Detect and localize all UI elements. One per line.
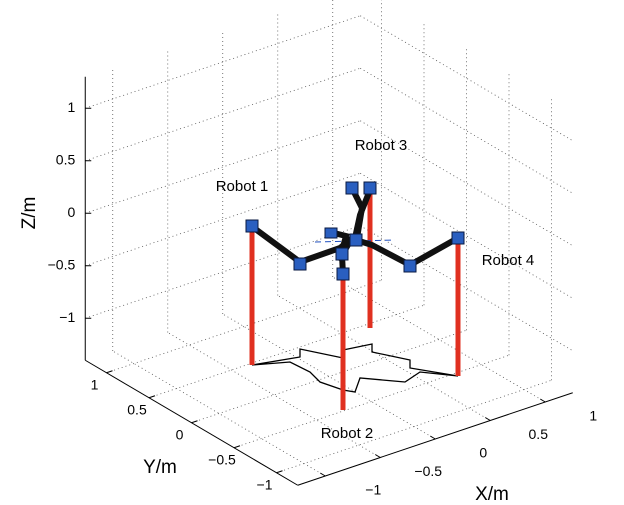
- z-tick-label: −1: [59, 309, 75, 325]
- x-tick-label: 1: [589, 408, 597, 424]
- x-tick-label: −0.5: [414, 463, 442, 479]
- x-tick: [430, 436, 435, 439]
- grid-line: [85, 226, 360, 319]
- links: [254, 188, 458, 275]
- y-tick-label: −1: [257, 476, 273, 492]
- robots: [246, 182, 464, 410]
- grid-line: [85, 121, 360, 214]
- x-tick: [375, 455, 380, 458]
- robot-label: Robot 4: [482, 252, 535, 269]
- chart: Z/m Y/m X/m Robot 1 Robot 2 Robot 3 Robo…: [0, 0, 624, 505]
- z-tick-label: 0.5: [56, 151, 76, 167]
- z-tick-label: 1: [67, 99, 75, 115]
- x-tick: [485, 418, 490, 421]
- y-axis-label: Y/m: [143, 457, 177, 478]
- y-tick-label: 0.5: [127, 401, 147, 417]
- robot-label: Robot 1: [216, 178, 269, 195]
- z-tick-label: 0: [67, 204, 75, 220]
- grid-line: [360, 68, 573, 193]
- z-axis-label: Z/m: [19, 197, 40, 230]
- y-tick-label: −0.5: [208, 451, 236, 467]
- x-tick: [540, 399, 545, 402]
- grid-line: [192, 330, 467, 423]
- y-tick-label: 0: [176, 426, 184, 442]
- y-tick: [277, 471, 283, 473]
- grid-line: [107, 280, 382, 373]
- robot-label: Robot 2: [321, 425, 374, 442]
- x-tick-label: 0: [479, 445, 487, 461]
- grid-line: [85, 68, 360, 161]
- x-axis-label: X/m: [475, 484, 509, 505]
- y-tick: [149, 396, 155, 398]
- grid-line: [223, 314, 436, 439]
- x-tick: [320, 473, 325, 476]
- x-tick-label: −1: [365, 482, 381, 498]
- grid-line: [360, 173, 573, 298]
- y-tick: [234, 446, 240, 448]
- y-tick: [107, 371, 113, 373]
- grid-layer: [85, 0, 573, 485]
- z-tick-label: −0.5: [48, 256, 76, 272]
- grid-line: [333, 277, 546, 402]
- y-tick: [192, 421, 198, 423]
- grid-line: [360, 226, 573, 351]
- robot-label: Robot 3: [355, 137, 408, 154]
- x-tick-label: 0.5: [529, 426, 549, 442]
- y-tick-label: 1: [91, 376, 99, 392]
